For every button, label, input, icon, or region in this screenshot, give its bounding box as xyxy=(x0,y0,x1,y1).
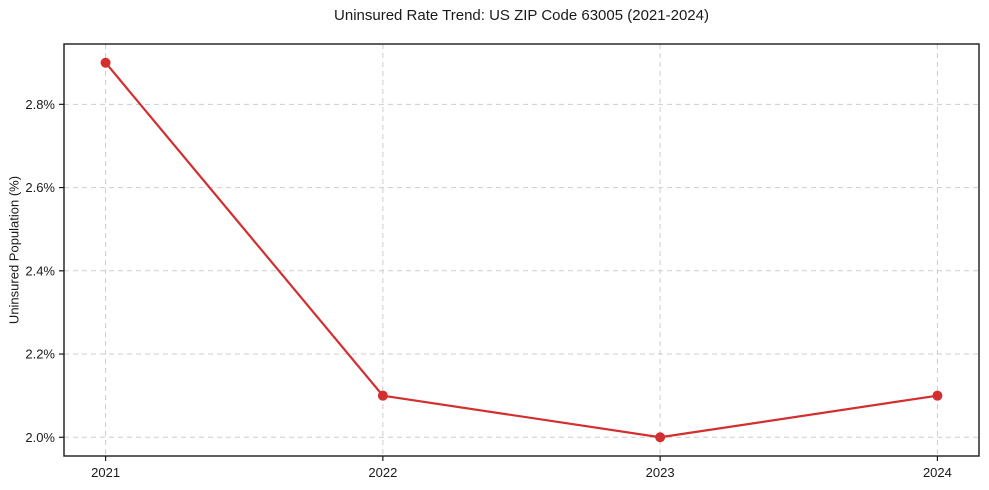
chart-title: Uninsured Rate Trend: US ZIP Code 63005 … xyxy=(334,7,709,24)
data-point-marker xyxy=(377,390,388,401)
data-point-marker xyxy=(932,390,943,401)
x-tick-label: 2021 xyxy=(91,465,120,480)
trend-line xyxy=(104,61,939,439)
data-point-marker xyxy=(655,432,666,443)
y-tick-label: 2.0% xyxy=(25,430,55,445)
y-tick-label: 2.4% xyxy=(25,263,55,278)
y-tick-label: 2.2% xyxy=(25,347,55,362)
x-tick-label: 2024 xyxy=(923,465,952,480)
data-point-marker xyxy=(100,57,111,68)
y-tick-label: 2.8% xyxy=(25,97,55,112)
plot-border xyxy=(63,43,980,457)
y-tick-label: 2.6% xyxy=(25,180,55,195)
x-tick-label: 2022 xyxy=(368,465,397,480)
x-tick-label: 2023 xyxy=(646,465,675,480)
